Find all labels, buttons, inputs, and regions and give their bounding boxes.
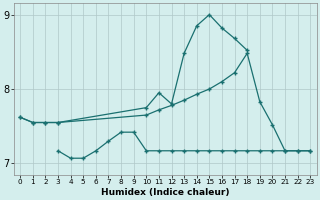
X-axis label: Humidex (Indice chaleur): Humidex (Indice chaleur) — [101, 188, 229, 197]
